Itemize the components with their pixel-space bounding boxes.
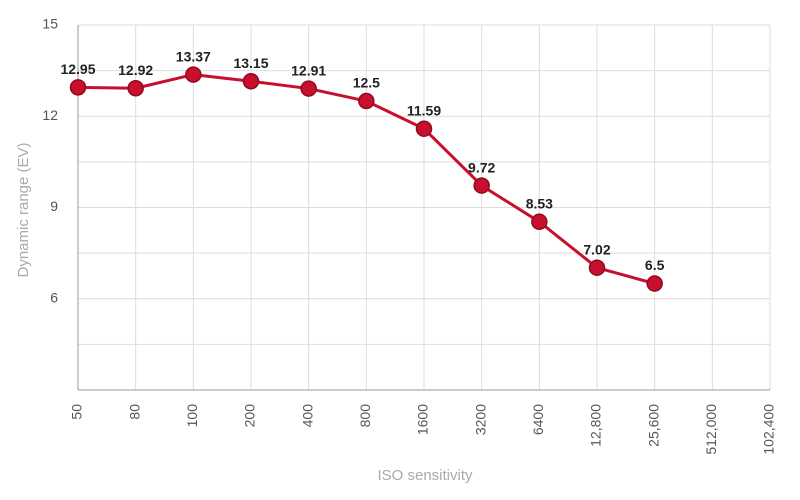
data-label: 6.5 bbox=[645, 257, 665, 273]
y-tick-label: 15 bbox=[42, 16, 58, 32]
data-label: 12.5 bbox=[353, 75, 380, 91]
y-axis-title: Dynamic range (EV) bbox=[15, 142, 32, 277]
x-tick-label: 1600 bbox=[415, 404, 431, 435]
data-label: 13.37 bbox=[176, 48, 211, 64]
data-point bbox=[185, 66, 202, 83]
x-tick-label: 6400 bbox=[530, 404, 546, 435]
data-point bbox=[69, 79, 87, 96]
data-point bbox=[646, 275, 663, 292]
data-label: 12.95 bbox=[60, 61, 95, 77]
x-axis-title: ISO sensitivity bbox=[377, 467, 473, 484]
data-point bbox=[127, 80, 144, 97]
data-label: 12.91 bbox=[291, 62, 326, 78]
x-tick-label: 102,400 bbox=[761, 404, 777, 455]
x-tick-label: 50 bbox=[69, 404, 85, 420]
data-point bbox=[531, 213, 548, 231]
data-point bbox=[588, 259, 606, 276]
data-point bbox=[242, 73, 260, 90]
data-label: 9.72 bbox=[468, 159, 495, 175]
x-tick-label: 12,800 bbox=[588, 404, 604, 447]
data-point bbox=[415, 120, 433, 137]
x-tick-label: 80 bbox=[126, 404, 142, 420]
data-label: 13.15 bbox=[233, 55, 268, 71]
data-label: 11.59 bbox=[407, 102, 441, 118]
data-label: 12.92 bbox=[118, 62, 153, 78]
data-point bbox=[300, 80, 317, 97]
data-point bbox=[358, 92, 375, 110]
x-tick-label: 800 bbox=[357, 404, 373, 428]
x-tick-label: 400 bbox=[299, 404, 315, 428]
x-tick-label: 100 bbox=[184, 404, 200, 428]
data-label: 7.02 bbox=[583, 241, 610, 257]
x-tick-label: 25,600 bbox=[645, 404, 661, 447]
data-point bbox=[473, 177, 490, 194]
y-tick-label: 6 bbox=[50, 289, 58, 305]
x-tick-label: 512,000 bbox=[703, 404, 719, 455]
data-label: 8.53 bbox=[526, 195, 553, 211]
y-tick-label: 9 bbox=[50, 198, 58, 214]
y-tick-label: 12 bbox=[42, 107, 58, 123]
x-tick-label: 200 bbox=[242, 404, 258, 428]
x-tick-label: 3200 bbox=[472, 404, 488, 435]
